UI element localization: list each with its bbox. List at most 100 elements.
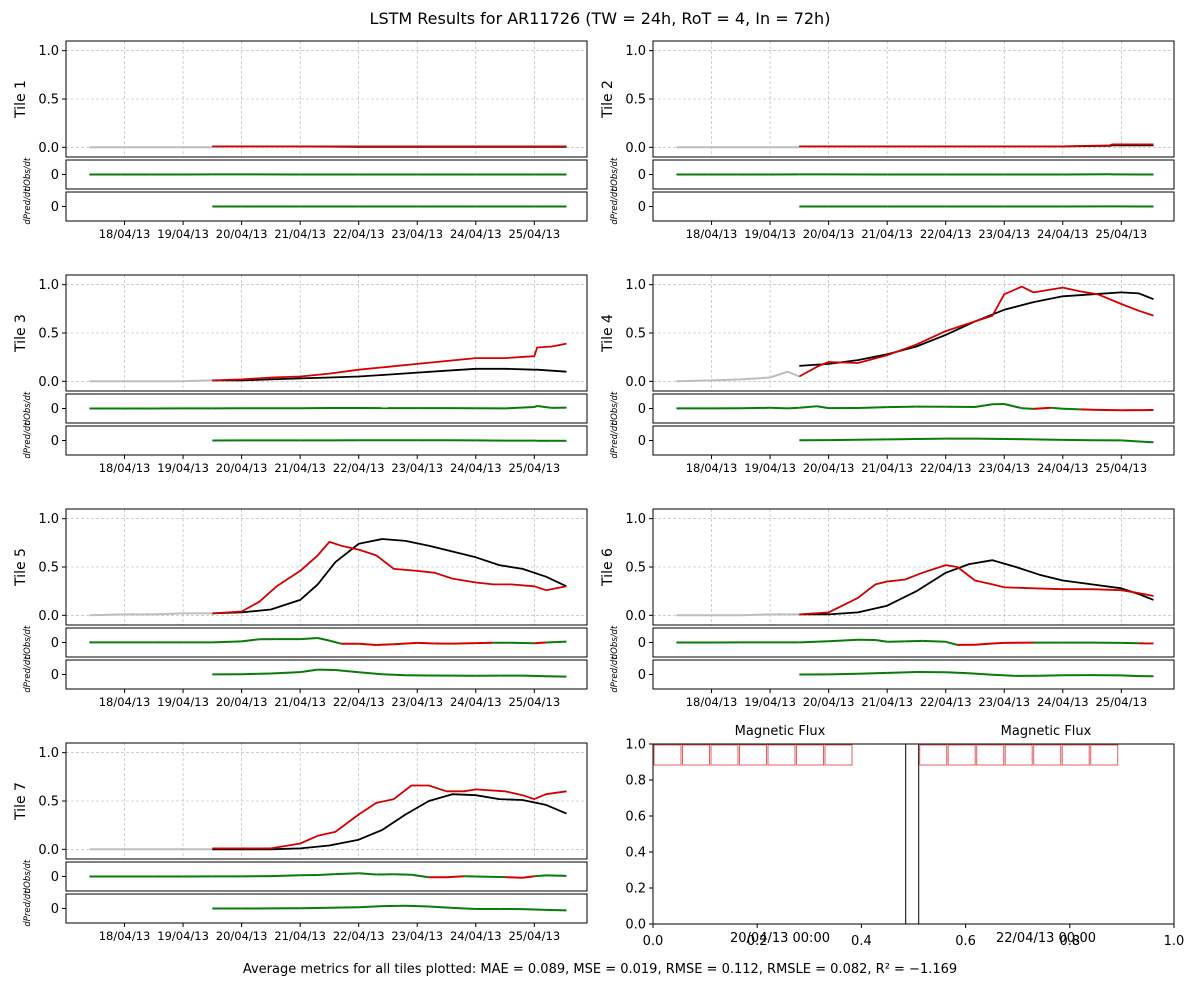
grid-lines <box>66 743 587 859</box>
observed-series-line <box>799 564 1154 616</box>
derivative-segment <box>317 637 330 642</box>
tile-panel: 0.0 0.5 1.0 Tile 4 0 dObs/dt 0 dPred/dt 18/04/13… <box>600 274 1175 475</box>
derivative-segment <box>358 642 377 646</box>
derivative-predicted-axes: 0 dPred/dt <box>23 422 588 459</box>
y-tick-label: 0 <box>51 402 59 417</box>
derivative-observed-axes: 0 dObs/dt <box>23 625 588 659</box>
x-tick-label: 21/04/13 <box>861 695 913 709</box>
derivative-segment <box>1003 403 1023 410</box>
flux-title-left: Magnetic Flux <box>735 724 826 739</box>
flux-tile-box-right <box>1004 744 1033 766</box>
derivative-segment <box>887 671 917 674</box>
x-tick-label: 19/04/13 <box>744 695 796 709</box>
observed-series-line <box>212 541 567 615</box>
derivative-segment <box>329 906 359 909</box>
tile-panel: 0.0 0.5 1.0 Tile 1 0 dObs/dt 0 dPred/dt 18/04/13… <box>13 40 588 241</box>
derivative-segment <box>522 875 535 879</box>
x-tick-label: 21/04/13 <box>274 929 326 943</box>
y-axis-label: Tile 3 <box>13 314 29 353</box>
derivative-segment <box>452 906 476 910</box>
derivative-segment <box>411 873 430 879</box>
derivative-segment <box>945 640 958 646</box>
y-tick-label: 1.0 <box>38 746 59 761</box>
y-tick-label: 0.5 <box>38 795 59 810</box>
tile-panel: 0.0 0.5 1.0 Tile 7 0 dObs/dt 0 dPred/dt 18/04/13… <box>13 742 588 943</box>
x-tick-label: 21/04/13 <box>861 461 913 475</box>
flux-tile-box-left <box>710 744 739 766</box>
y-tick-label: 0.5 <box>625 327 646 342</box>
x-tick-label: 22/04/13 <box>333 461 385 475</box>
derivative-segment <box>329 639 342 645</box>
x-tick-label: 24/04/13 <box>1037 227 1089 241</box>
x-tick-label: 21/04/13 <box>274 695 326 709</box>
x-tick-label: 18/04/13 <box>99 227 151 241</box>
y-axis-label: Tile 1 <box>13 80 29 119</box>
derivative-segment <box>358 905 383 909</box>
y-tick-label: 1.0 <box>625 44 646 59</box>
derivative-segment <box>300 637 318 641</box>
derivative-observed-axes: 0 dObs/dt <box>23 157 588 191</box>
tile-panel: 0.0 0.5 1.0 Tile 5 0 dObs/dt 0 dPred/dt 18/04/13… <box>13 508 588 709</box>
derivative-segment <box>452 642 476 645</box>
x-tick-label: 24/04/13 <box>450 227 502 241</box>
y-tick-label: 0.5 <box>38 327 59 342</box>
tile-panel: 0.0 0.5 1.0 Tile 2 0 dObs/dt 0 dPred/dt 18/04/13… <box>600 40 1175 241</box>
x-tick-label: 22/04/13 <box>333 227 385 241</box>
x-tick-label: 25/04/13 <box>1095 461 1147 475</box>
derivative-segment <box>475 875 506 879</box>
flux-tile-box-right <box>1061 744 1090 766</box>
derivative-segment <box>241 638 260 643</box>
derivative-segment <box>537 405 553 409</box>
x-tick-label: 22/04/13 <box>333 695 385 709</box>
derivative-axis-label: dObs/dt <box>610 391 620 425</box>
y-tick-label: 0.5 <box>625 561 646 576</box>
flux-date-left: 20/04/13 00:00 <box>730 931 830 946</box>
y-tick-label: 0.5 <box>38 93 59 108</box>
derivative-segment <box>545 908 567 912</box>
grid-lines <box>653 41 1174 157</box>
observed-series-line <box>212 784 567 850</box>
derivative-segment <box>992 641 1005 645</box>
y-tick-label: 0 <box>638 434 646 449</box>
derivative-segment <box>857 406 888 409</box>
x-tick-label: 23/04/13 <box>391 227 443 241</box>
derivative-segment <box>270 874 301 878</box>
x-tick-label: 19/04/13 <box>157 461 209 475</box>
derivative-axis-label: dObs/dt <box>23 391 33 425</box>
derivative-observed-axes: 0 dObs/dt <box>610 157 1175 191</box>
x-tick-label: 20/04/13 <box>216 227 268 241</box>
y-tick-label: 0 <box>51 434 59 449</box>
y-tick-label: 0 <box>638 636 646 651</box>
derivative-axis-label: dObs/dt <box>23 859 33 893</box>
derivative-axis-label: dPred/dt <box>23 656 33 693</box>
tile-panels: 0.0 0.5 1.0 Tile 1 0 dObs/dt 0 dPred/dt 18/04/13… <box>13 40 1175 943</box>
y-tick-label: 1.0 <box>38 44 59 59</box>
y-axis-label: Tile 4 <box>600 314 616 353</box>
metrics-footer: Average metrics for all tiles plotted: M… <box>243 962 957 977</box>
y-tick-label: 0 <box>638 168 646 183</box>
derivative-segment <box>974 403 993 408</box>
predicted-series-line <box>212 793 567 851</box>
y-tick-label: 0.0 <box>625 609 646 624</box>
main-axes-frame <box>65 274 588 392</box>
y-tick-label: 0 <box>51 636 59 651</box>
y-tick-label: 0 <box>51 168 59 183</box>
derivative-segment <box>945 671 970 675</box>
derivative-segment <box>887 405 917 409</box>
observed-series-line <box>212 342 567 382</box>
input-series-line <box>89 379 213 383</box>
predicted-series-line <box>799 559 1154 616</box>
derivative-segment <box>828 672 858 676</box>
derivative-axis-label: dPred/dt <box>610 656 620 693</box>
derivative-segment <box>335 872 359 876</box>
derivative-segment <box>828 638 858 643</box>
input-series-line <box>89 612 213 617</box>
x-tick-label: 18/04/13 <box>686 695 738 709</box>
x-tick-label: 23/04/13 <box>391 929 443 943</box>
derivative-segment <box>1062 407 1081 411</box>
derivative-segment <box>358 872 377 876</box>
x-tick-label: 24/04/13 <box>450 929 502 943</box>
flux-tile-box-left <box>653 744 682 766</box>
derivative-segment <box>533 405 538 408</box>
